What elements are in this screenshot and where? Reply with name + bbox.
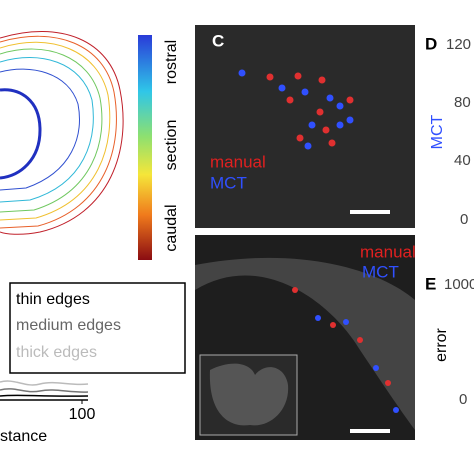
legend-mct: MCT [362, 262, 399, 281]
legend-manual: manual [360, 242, 416, 261]
inset-section [209, 363, 289, 426]
legend-entry: thin edges [16, 291, 90, 308]
tick-label: 100 [69, 406, 96, 423]
curve [0, 394, 89, 397]
panel-letter: D [425, 34, 437, 53]
scale-bar [350, 210, 390, 214]
colorbar [138, 35, 152, 260]
tissue [195, 257, 415, 430]
colorbar-label: rostral [163, 40, 180, 84]
panel-letter: E [425, 274, 436, 293]
colorbar-label: section [163, 120, 180, 171]
tick-label: 0 [459, 391, 467, 408]
tick-label: 80 [454, 94, 471, 111]
tick-label: 0 [460, 211, 468, 228]
curve [0, 380, 89, 386]
tick-label: 40 [454, 152, 471, 169]
axis-label: MCT [429, 114, 446, 149]
axis-label: stance [0, 428, 47, 445]
cell-dots [238, 69, 354, 150]
cell-dots [292, 287, 399, 413]
axis-label: error [433, 327, 450, 361]
legend-entry: thick edges [16, 344, 97, 361]
curve [0, 388, 89, 393]
legend-box [9, 282, 186, 374]
brain-outlines [0, 31, 124, 235]
tick-label: 120 [446, 36, 471, 53]
micrograph [195, 25, 415, 228]
legend-entry: medium edges [16, 317, 121, 334]
legend-manual: manual [210, 152, 266, 171]
scale-bar [350, 429, 390, 433]
colorbar-label: caudal [163, 204, 180, 251]
tick-label: 1000 [444, 276, 474, 293]
legend-mct: MCT [210, 173, 247, 192]
panel-letter: C [212, 31, 224, 50]
